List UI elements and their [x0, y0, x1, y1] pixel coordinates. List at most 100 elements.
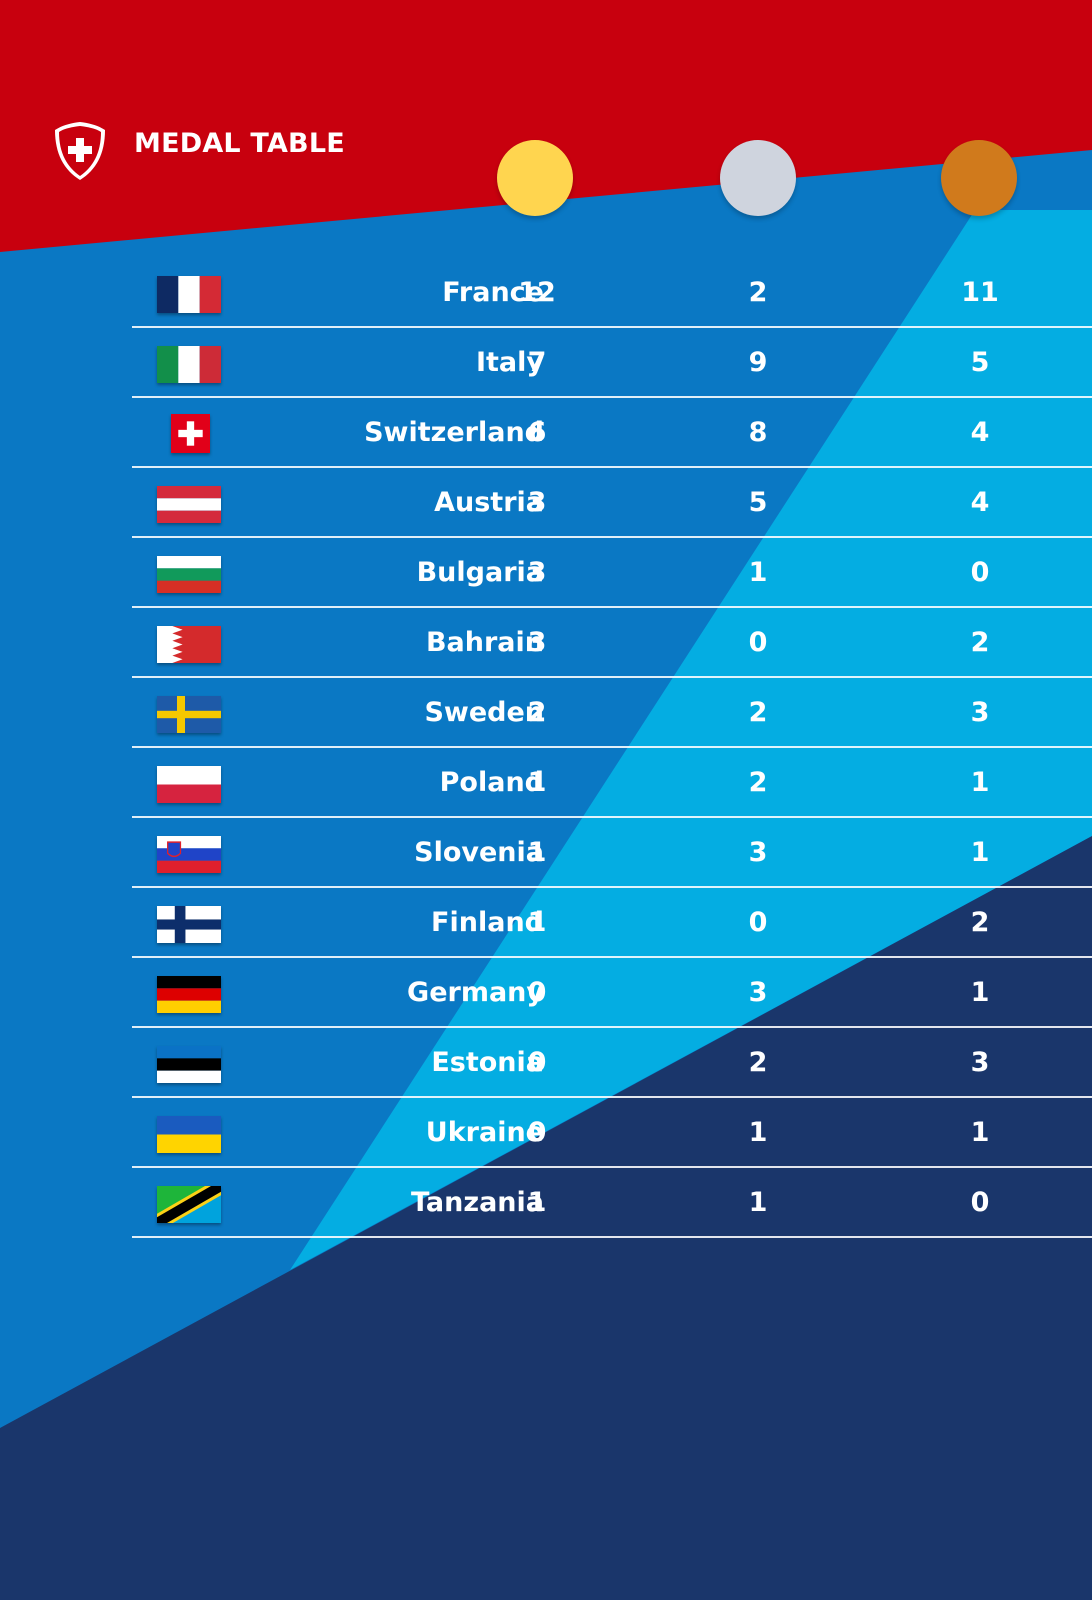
gold-count: 1 — [527, 767, 547, 798]
gold-medal-icon — [497, 140, 573, 216]
table-row: Bahrain 3 0 2 — [132, 608, 1092, 678]
tanzania-flag-icon — [157, 1186, 221, 1223]
country-name: Poland — [439, 767, 544, 798]
country-name: Bulgaria — [416, 557, 544, 588]
table-row: Germany 0 3 1 — [132, 958, 1092, 1028]
bronze-count: 3 — [970, 1047, 990, 1078]
row-divider — [132, 956, 1092, 958]
row-divider — [132, 886, 1092, 888]
gold-count: 12 — [518, 277, 556, 308]
page-title: MEDAL TABLE — [134, 128, 345, 159]
table-row: Ukraine 0 1 1 — [132, 1098, 1092, 1168]
gold-count: 7 — [527, 347, 547, 378]
table-row: Switzerland 6 8 4 — [132, 398, 1092, 468]
silver-count: 0 — [748, 907, 768, 938]
country-name: Austria — [434, 487, 544, 518]
silver-count: 2 — [748, 277, 768, 308]
table-row: Tanzania 1 1 0 — [132, 1168, 1092, 1238]
row-divider — [132, 676, 1092, 678]
bronze-count: 2 — [970, 907, 990, 938]
bronze-count: 1 — [970, 1117, 990, 1148]
table-row: Estonia 0 2 3 — [132, 1028, 1092, 1098]
country-name: Slovenia — [414, 837, 544, 868]
country-name: Sweden — [424, 697, 544, 728]
silver-count: 8 — [748, 417, 768, 448]
country-name: France — [442, 277, 544, 308]
gold-count: 2 — [527, 697, 547, 728]
row-divider — [132, 746, 1092, 748]
country-name: Bahrain — [425, 627, 544, 658]
table-row: Slovenia 1 3 1 — [132, 818, 1092, 888]
silver-count: 2 — [748, 697, 768, 728]
estonia-flag-icon — [157, 1046, 221, 1083]
row-divider — [132, 1236, 1092, 1238]
italy-flag-icon — [157, 346, 221, 383]
country-name: Italy — [475, 347, 544, 378]
table-row: France 12 2 11 — [132, 258, 1092, 328]
silver-count: 3 — [748, 837, 768, 868]
gold-count: 6 — [527, 417, 547, 448]
silver-medal-icon — [720, 140, 796, 216]
silver-count: 9 — [748, 347, 768, 378]
country-name: Switzerland — [364, 417, 544, 448]
silver-count: 3 — [748, 977, 768, 1008]
gold-count: 1 — [527, 907, 547, 938]
switzerland-flag-icon — [171, 414, 210, 453]
table-row: Italy 7 9 5 — [132, 328, 1092, 398]
country-name: Ukraine — [425, 1117, 544, 1148]
bronze-count: 2 — [970, 627, 990, 658]
france-flag-icon — [157, 276, 221, 313]
table-row: Poland 1 2 1 — [132, 748, 1092, 818]
bronze-count: 3 — [970, 697, 990, 728]
row-divider — [132, 1096, 1092, 1098]
row-divider — [132, 1166, 1092, 1168]
bronze-count: 1 — [970, 977, 990, 1008]
finland-flag-icon — [157, 906, 221, 943]
silver-count: 0 — [748, 627, 768, 658]
bronze-count: 4 — [970, 487, 990, 518]
gold-count: 1 — [527, 837, 547, 868]
silver-count: 1 — [748, 557, 768, 588]
poland-flag-icon — [157, 766, 221, 803]
gold-count: 0 — [527, 1047, 547, 1078]
silver-count: 1 — [748, 1187, 768, 1218]
bronze-count: 1 — [970, 767, 990, 798]
ukraine-flag-icon — [157, 1116, 221, 1153]
country-name: Germany — [407, 977, 544, 1008]
silver-count: 2 — [748, 767, 768, 798]
row-divider — [132, 466, 1092, 468]
swiss-shield-icon — [52, 120, 108, 182]
slovenia-flag-icon — [157, 836, 221, 873]
row-divider — [132, 816, 1092, 818]
gold-count: 3 — [527, 627, 547, 658]
row-divider — [132, 326, 1092, 328]
country-name: Finland — [431, 907, 544, 938]
row-divider — [132, 1026, 1092, 1028]
sweden-flag-icon — [157, 696, 221, 733]
bahrain-flag-icon — [157, 626, 221, 663]
bronze-count: 11 — [961, 277, 999, 308]
bronze-count: 0 — [970, 557, 990, 588]
bronze-count: 4 — [970, 417, 990, 448]
silver-count: 1 — [748, 1117, 768, 1148]
bronze-medal-icon — [941, 140, 1017, 216]
table-row: Austria 3 5 4 — [132, 468, 1092, 538]
gold-count: 0 — [527, 1117, 547, 1148]
bronze-count: 1 — [970, 837, 990, 868]
country-name: Estonia — [431, 1047, 544, 1078]
table-row: Sweden 2 2 3 — [132, 678, 1092, 748]
country-name: Tanzania — [410, 1187, 544, 1218]
germany-flag-icon — [157, 976, 221, 1013]
bronze-count: 5 — [970, 347, 990, 378]
silver-count: 2 — [748, 1047, 768, 1078]
row-divider — [132, 396, 1092, 398]
austria-flag-icon — [157, 486, 221, 523]
silver-count: 5 — [748, 487, 768, 518]
gold-count: 0 — [527, 977, 547, 1008]
table-row: Finland 1 0 2 — [132, 888, 1092, 958]
gold-count: 1 — [527, 1187, 547, 1218]
bronze-count: 0 — [970, 1187, 990, 1218]
gold-count: 3 — [527, 557, 547, 588]
bulgaria-flag-icon — [157, 556, 221, 593]
medal-table: France 12 2 11 Italy 7 9 5 Switzerland 6 8 4 Austria… — [132, 258, 1092, 1238]
